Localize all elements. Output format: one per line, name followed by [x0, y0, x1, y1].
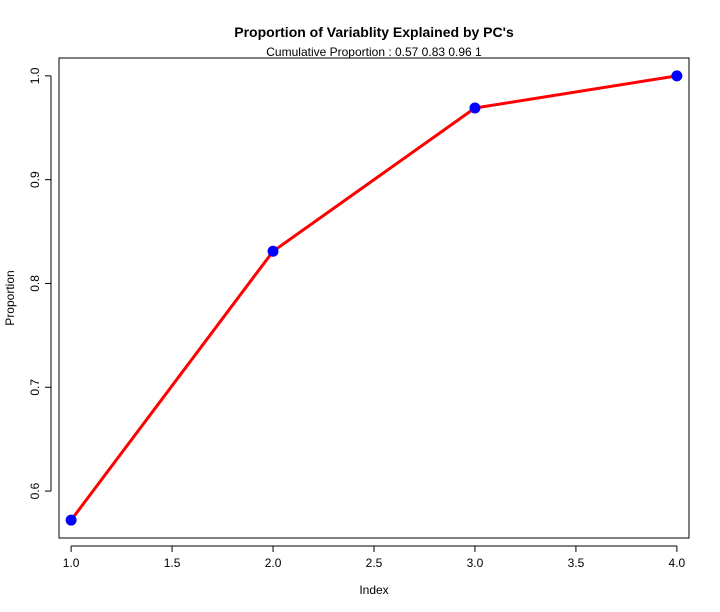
y-tick-label: 1.0	[28, 67, 42, 84]
x-tick-label: 3.5	[568, 556, 585, 570]
plot-frame	[58, 57, 690, 539]
y-tick-label: 0.6	[28, 482, 42, 499]
data-series	[65, 70, 683, 526]
x-tick-label: 1.5	[164, 556, 181, 570]
x-tick-label: 1.0	[63, 556, 80, 570]
y-axis: 0.6 0.7 0.8 0.9 1.0	[28, 67, 52, 499]
data-point	[671, 70, 683, 82]
y-tick-label: 0.8	[28, 275, 42, 292]
series-line	[69, 74, 678, 522]
x-tick-label: 2.5	[366, 556, 383, 570]
x-tick-label: 4.0	[669, 556, 686, 570]
y-tick-label: 0.7	[28, 379, 42, 396]
y-tick-label: 0.9	[28, 171, 42, 188]
chart-subtitle: Cumulative Proportion : 0.57 0.83 0.96 1	[266, 45, 482, 59]
x-axis-label: Index	[359, 583, 388, 597]
x-axis: 1.0 1.5 2.0 2.5 3.0 3.5 4.0	[63, 545, 686, 570]
data-point	[267, 245, 279, 257]
y-axis-label: Proportion	[3, 270, 17, 325]
data-point	[469, 102, 481, 114]
x-tick-label: 2.0	[265, 556, 282, 570]
chart-title: Proportion of Variablity Explained by PC…	[234, 24, 514, 40]
x-tick-label: 3.0	[467, 556, 484, 570]
data-point	[65, 514, 77, 526]
